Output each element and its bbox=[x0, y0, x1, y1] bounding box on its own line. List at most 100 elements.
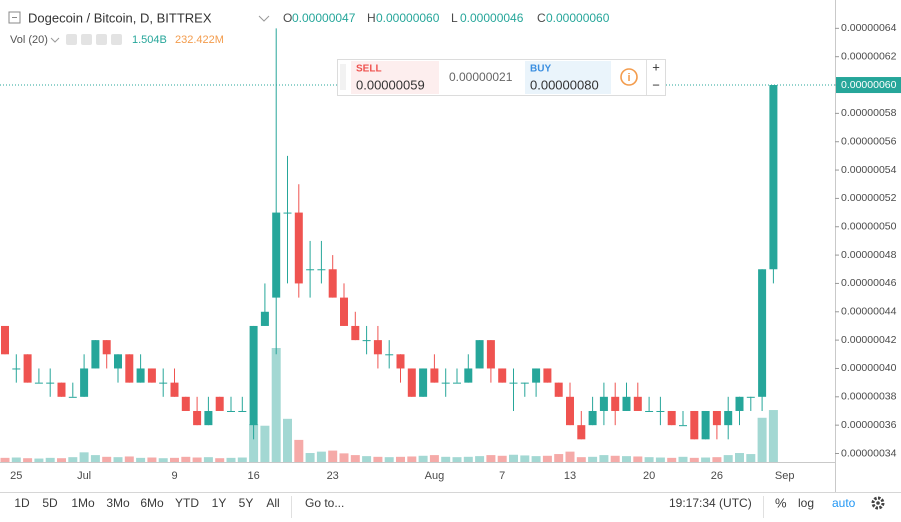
log-toggle[interactable]: log bbox=[798, 496, 814, 510]
candle-body bbox=[498, 368, 507, 383]
settings-icon[interactable] bbox=[81, 34, 92, 45]
x-tick-label: 26 bbox=[711, 470, 723, 482]
x-tick-label: 23 bbox=[327, 470, 339, 482]
range-button[interactable]: 1Y bbox=[212, 496, 227, 510]
volume-bar bbox=[396, 456, 405, 462]
volume-bar bbox=[475, 456, 485, 462]
candle-body bbox=[611, 396, 620, 411]
plot-area bbox=[0, 28, 835, 462]
symbol-title[interactable]: Dogecoin / Bitcoin, D, BITTREX bbox=[28, 10, 212, 25]
volume-bar bbox=[373, 456, 383, 462]
volume-bar bbox=[215, 458, 225, 462]
volume-bar bbox=[57, 458, 66, 462]
y-tick-label: 0.00000052 bbox=[841, 192, 897, 204]
y-tick-label: 0.00000064 bbox=[841, 22, 897, 34]
candle-body bbox=[712, 410, 721, 426]
close-label: C bbox=[537, 11, 546, 25]
settings-gear-hub bbox=[876, 501, 880, 505]
candle-body bbox=[701, 410, 710, 440]
range-button[interactable]: 5Y bbox=[239, 496, 254, 510]
candle-body bbox=[294, 212, 303, 284]
y-tick-label: 0.00000042 bbox=[841, 334, 897, 346]
volume-bar bbox=[23, 458, 33, 462]
volume-bar bbox=[294, 439, 304, 462]
candle-body bbox=[543, 368, 552, 383]
volume-bar bbox=[136, 457, 146, 462]
volume-bar bbox=[768, 410, 778, 462]
x-tick-label: Sep bbox=[775, 470, 795, 482]
sell-button[interactable] bbox=[351, 61, 439, 94]
buy-button[interactable] bbox=[525, 61, 611, 94]
candle-body bbox=[667, 410, 676, 426]
candle-body bbox=[215, 396, 224, 411]
y-tick-label: 0.00000040 bbox=[841, 362, 897, 374]
volume-bar bbox=[181, 456, 191, 462]
quantity-plus[interactable]: + bbox=[652, 59, 660, 74]
drag-handle[interactable] bbox=[340, 64, 346, 90]
candle-body bbox=[114, 354, 122, 369]
info-icon[interactable] bbox=[620, 68, 638, 86]
remove-icon[interactable] bbox=[111, 34, 122, 45]
range-button[interactable]: All bbox=[266, 496, 279, 510]
high-value: 0.00000060 bbox=[376, 11, 440, 25]
candle-body bbox=[46, 382, 55, 384]
x-tick-label: 13 bbox=[564, 470, 576, 482]
eye-icon[interactable] bbox=[66, 34, 77, 45]
candle-body bbox=[385, 354, 394, 356]
title-dropdown[interactable] bbox=[258, 15, 270, 22]
x-tick-label: 7 bbox=[499, 470, 505, 482]
settings-gear[interactable] bbox=[871, 496, 885, 510]
candle-body bbox=[645, 410, 654, 412]
candle-body bbox=[317, 269, 326, 271]
candle-body bbox=[430, 368, 439, 383]
candle-body bbox=[475, 340, 484, 369]
candle-body bbox=[486, 340, 495, 369]
volume-bar bbox=[45, 457, 55, 462]
range-button[interactable]: 1Mo bbox=[71, 496, 95, 510]
volume-ma-value: 232.422M bbox=[175, 34, 224, 46]
x-tick-label: 25 bbox=[10, 470, 22, 482]
volume-bar bbox=[497, 455, 507, 462]
sell-price: 0.00000059 bbox=[356, 77, 425, 92]
collapse-icon[interactable] bbox=[8, 11, 21, 24]
quantity-minus[interactable]: − bbox=[652, 77, 660, 92]
percent-toggle[interactable]: % bbox=[775, 495, 787, 510]
goto-button[interactable]: Go to... bbox=[305, 496, 344, 510]
auto-toggle[interactable]: auto bbox=[832, 496, 856, 510]
volume-bar bbox=[667, 457, 677, 462]
candle-body bbox=[147, 368, 156, 383]
candle-body bbox=[633, 396, 642, 411]
candle-body bbox=[577, 425, 586, 440]
volume-bar bbox=[723, 455, 733, 462]
range-button[interactable]: 5D bbox=[42, 496, 58, 510]
volume-label: Vol (20) bbox=[10, 34, 48, 46]
volume-bar bbox=[610, 455, 620, 462]
candle-body bbox=[520, 382, 529, 384]
candle-body bbox=[679, 425, 687, 427]
volume-bar bbox=[249, 424, 259, 462]
range-button[interactable]: 1D bbox=[14, 496, 30, 510]
volume-bar bbox=[328, 450, 338, 462]
candle-body bbox=[159, 382, 168, 384]
volume-bar bbox=[170, 457, 179, 462]
volume-bar bbox=[283, 418, 292, 462]
candle-body bbox=[735, 396, 744, 411]
range-button[interactable]: 6Mo bbox=[140, 496, 164, 510]
volume-dropdown[interactable] bbox=[50, 37, 60, 43]
range-button[interactable]: 3Mo bbox=[106, 496, 130, 510]
volume-bar bbox=[124, 456, 134, 462]
last-price-box bbox=[836, 77, 901, 94]
candle-body bbox=[181, 396, 190, 411]
y-tick-label: 0.00000056 bbox=[841, 135, 897, 147]
volume-bar bbox=[588, 456, 598, 462]
candle-body bbox=[328, 269, 337, 298]
candle-body bbox=[68, 396, 77, 398]
volume-bar bbox=[68, 457, 78, 462]
volume-bar bbox=[384, 457, 394, 462]
x-tick-label: Aug bbox=[425, 470, 445, 482]
candle-body bbox=[769, 85, 778, 270]
volume-bar bbox=[441, 456, 451, 462]
x-tick-label: 9 bbox=[171, 470, 177, 482]
more-icon[interactable] bbox=[96, 34, 107, 45]
range-button[interactable]: YTD bbox=[175, 496, 199, 510]
